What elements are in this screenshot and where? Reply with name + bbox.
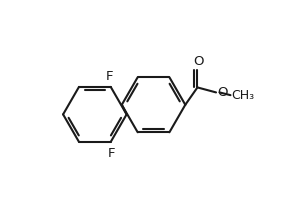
Text: F: F <box>105 70 113 83</box>
Text: F: F <box>108 147 115 160</box>
Text: O: O <box>217 86 228 99</box>
Text: CH₃: CH₃ <box>231 89 254 102</box>
Text: O: O <box>193 55 204 68</box>
